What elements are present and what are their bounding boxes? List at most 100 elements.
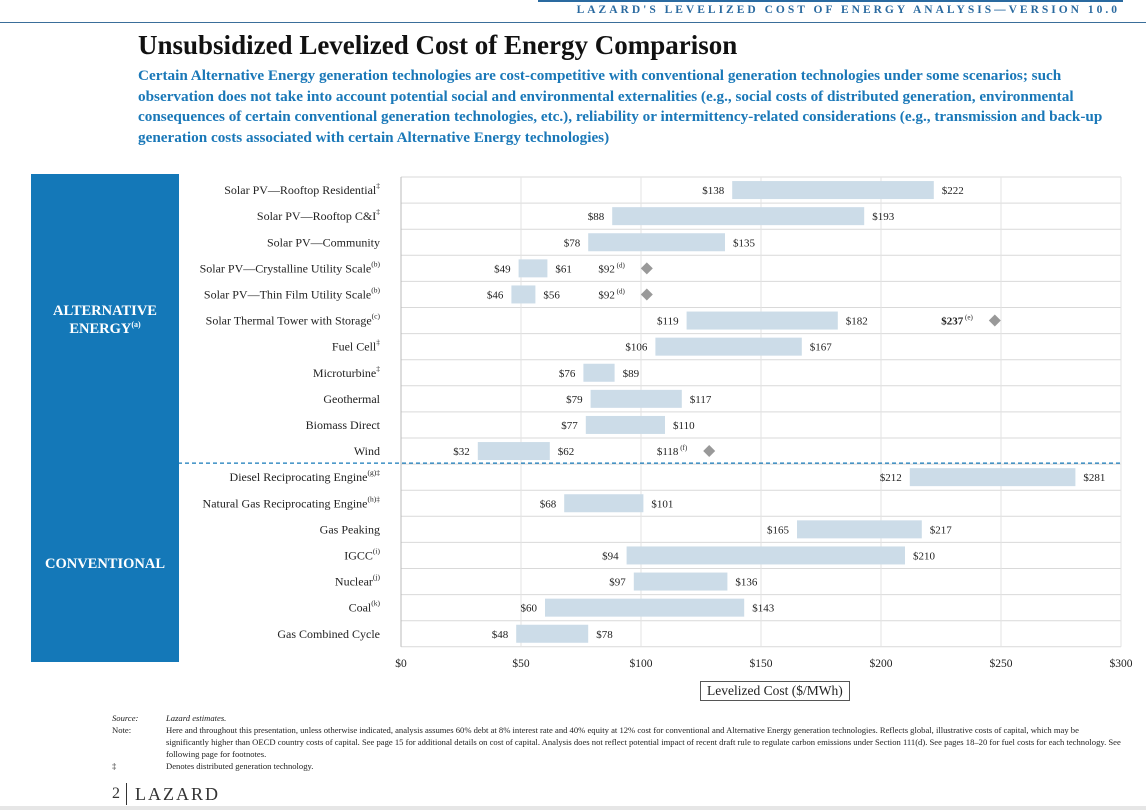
range-bar — [612, 207, 865, 226]
alternative-energy-band: ALTERNATIVE ENERGY(a) — [31, 174, 179, 466]
page-number: 2 — [112, 785, 120, 802]
bar-low-label: $77 — [561, 420, 578, 432]
bar-low-label: $48 — [492, 629, 509, 641]
range-bar — [588, 233, 725, 252]
row-label: Biomass Direct — [306, 418, 381, 432]
bottom-rule — [0, 806, 1146, 810]
x-tick-label: $300 — [1110, 657, 1133, 670]
marker-label: $118 (f) — [657, 444, 688, 458]
range-bar — [477, 442, 550, 461]
marker-label: $92 (d) — [598, 261, 625, 275]
header-rule — [0, 22, 1146, 23]
footnote-source: Source: Lazard estimates. — [112, 712, 1122, 724]
bar-low-label: $79 — [566, 394, 583, 406]
footnote-note-text: Here and throughout this presentation, u… — [166, 725, 1121, 759]
bar-high-label: $143 — [752, 603, 775, 615]
footnote-note-key: Note: — [112, 725, 132, 735]
row-label: Gas Peaking — [320, 522, 380, 536]
marker-label: $92 (d) — [598, 287, 625, 301]
row-label: Solar PV—Crystalline Utility Scale(b) — [200, 259, 381, 275]
x-tick-label: $0 — [395, 657, 407, 670]
bar-low-label: $106 — [625, 342, 648, 354]
footnote-note: Note: Here and throughout this presentat… — [112, 724, 1122, 760]
range-bar — [590, 389, 682, 408]
row-label: Wind — [354, 444, 380, 458]
footnote-dagger-text: Denotes distributed generation technolog… — [166, 761, 314, 771]
marker-label: $237 (e) — [941, 314, 973, 328]
x-tick-label: $250 — [990, 657, 1013, 670]
footnote-dagger-key: ‡ — [112, 761, 117, 771]
bar-low-label: $78 — [564, 237, 581, 249]
row-label: Geothermal — [323, 392, 380, 406]
bar-high-label: $101 — [651, 498, 673, 510]
conventional-band: CONVENTIONAL — [31, 466, 179, 662]
x-tick-label: $150 — [750, 657, 773, 670]
alternative-label-line2-wrap: ENERGY(a) — [69, 320, 140, 338]
bar-high-label: $136 — [735, 577, 758, 589]
bar-low-label: $138 — [702, 185, 725, 197]
range-bar — [564, 494, 644, 513]
alternative-label-line2: ENERGY — [69, 320, 132, 337]
row-label: Natural Gas Reciprocating Engine(h)‡ — [203, 494, 381, 510]
bar-high-label: $110 — [673, 420, 695, 432]
bar-low-label: $49 — [494, 263, 511, 275]
x-tick-label: $200 — [870, 657, 893, 670]
row-label: Fuel Cell‡ — [332, 338, 380, 354]
x-tick-label: $100 — [630, 657, 653, 670]
bar-high-label: $62 — [558, 446, 575, 458]
bar-high-label: $135 — [733, 237, 756, 249]
marker-diamond — [640, 262, 653, 275]
bar-high-label: $78 — [596, 629, 613, 641]
range-bar — [516, 624, 589, 643]
marker-diamond — [640, 288, 653, 301]
range-bar — [655, 337, 802, 356]
bar-low-label: $68 — [540, 498, 557, 510]
bar-low-label: $165 — [767, 524, 790, 536]
range-bar — [511, 285, 536, 304]
marker-diamond — [703, 445, 716, 458]
bar-low-label: $88 — [588, 211, 605, 223]
bar-high-label: $222 — [942, 185, 964, 197]
bar-low-label: $60 — [521, 603, 538, 615]
range-bar — [909, 468, 1076, 487]
footer-separator — [126, 783, 127, 805]
range-bar — [626, 546, 905, 565]
bar-high-label: $193 — [872, 211, 895, 223]
range-bar — [518, 259, 548, 278]
header-tag: LAZARD'S LEVELIZED COST OF ENERGY ANALYS… — [576, 4, 1120, 16]
bar-high-label: $281 — [1083, 472, 1105, 484]
range-bar — [585, 415, 665, 434]
alternative-label-line1: ALTERNATIVE — [53, 302, 157, 319]
x-axis-title: Levelized Cost ($/MWh) — [700, 681, 850, 701]
footnote-dagger: ‡ Denotes distributed generation technol… — [112, 760, 1122, 772]
range-bar — [732, 181, 934, 200]
conventional-label: CONVENTIONAL — [44, 555, 166, 572]
page-subtitle: Certain Alternative Energy generation te… — [138, 67, 1103, 146]
row-label: Solar PV—Thin Film Utility Scale(b) — [204, 285, 381, 301]
range-bar — [583, 363, 615, 382]
bar-low-label: $212 — [880, 472, 902, 484]
brand-logo-text: LAZARD — [135, 783, 220, 804]
marker-diamond — [988, 314, 1001, 327]
range-bar — [545, 598, 745, 617]
bar-high-label: $210 — [913, 550, 936, 562]
lcoe-range-chart: $0 $50 $100 $150 $200 $250 $300 Solar PV—Roofto… — [31, 176, 1133, 670]
alternative-label-sup: (a) — [131, 319, 141, 329]
footnote-source-text: Lazard estimates. — [166, 713, 227, 723]
row-label: Solar PV—Rooftop Residential‡ — [224, 181, 380, 197]
bar-high-label: $56 — [543, 289, 560, 301]
x-tick-label: $50 — [512, 657, 530, 670]
bar-high-label: $89 — [623, 368, 640, 380]
footnotes: Source: Lazard estimates. Note: Here and… — [112, 712, 1122, 772]
row-label: Diesel Reciprocating Engine(g)‡ — [230, 468, 381, 484]
page-footer: 2 LAZARD — [112, 783, 220, 805]
row-label: Gas Combined Cycle — [277, 627, 380, 641]
bar-high-label: $117 — [690, 394, 712, 406]
row-label: Solar PV—Community — [267, 235, 380, 249]
bar-low-label: $76 — [559, 368, 576, 380]
row-label: Microturbine‡ — [313, 364, 380, 380]
page-title: Unsubsidized Levelized Cost of Energy Co… — [138, 30, 738, 60]
header-rule-accent — [538, 0, 1123, 2]
range-bar — [797, 520, 922, 539]
row-label: Solar PV—Rooftop C&I‡ — [257, 207, 380, 223]
